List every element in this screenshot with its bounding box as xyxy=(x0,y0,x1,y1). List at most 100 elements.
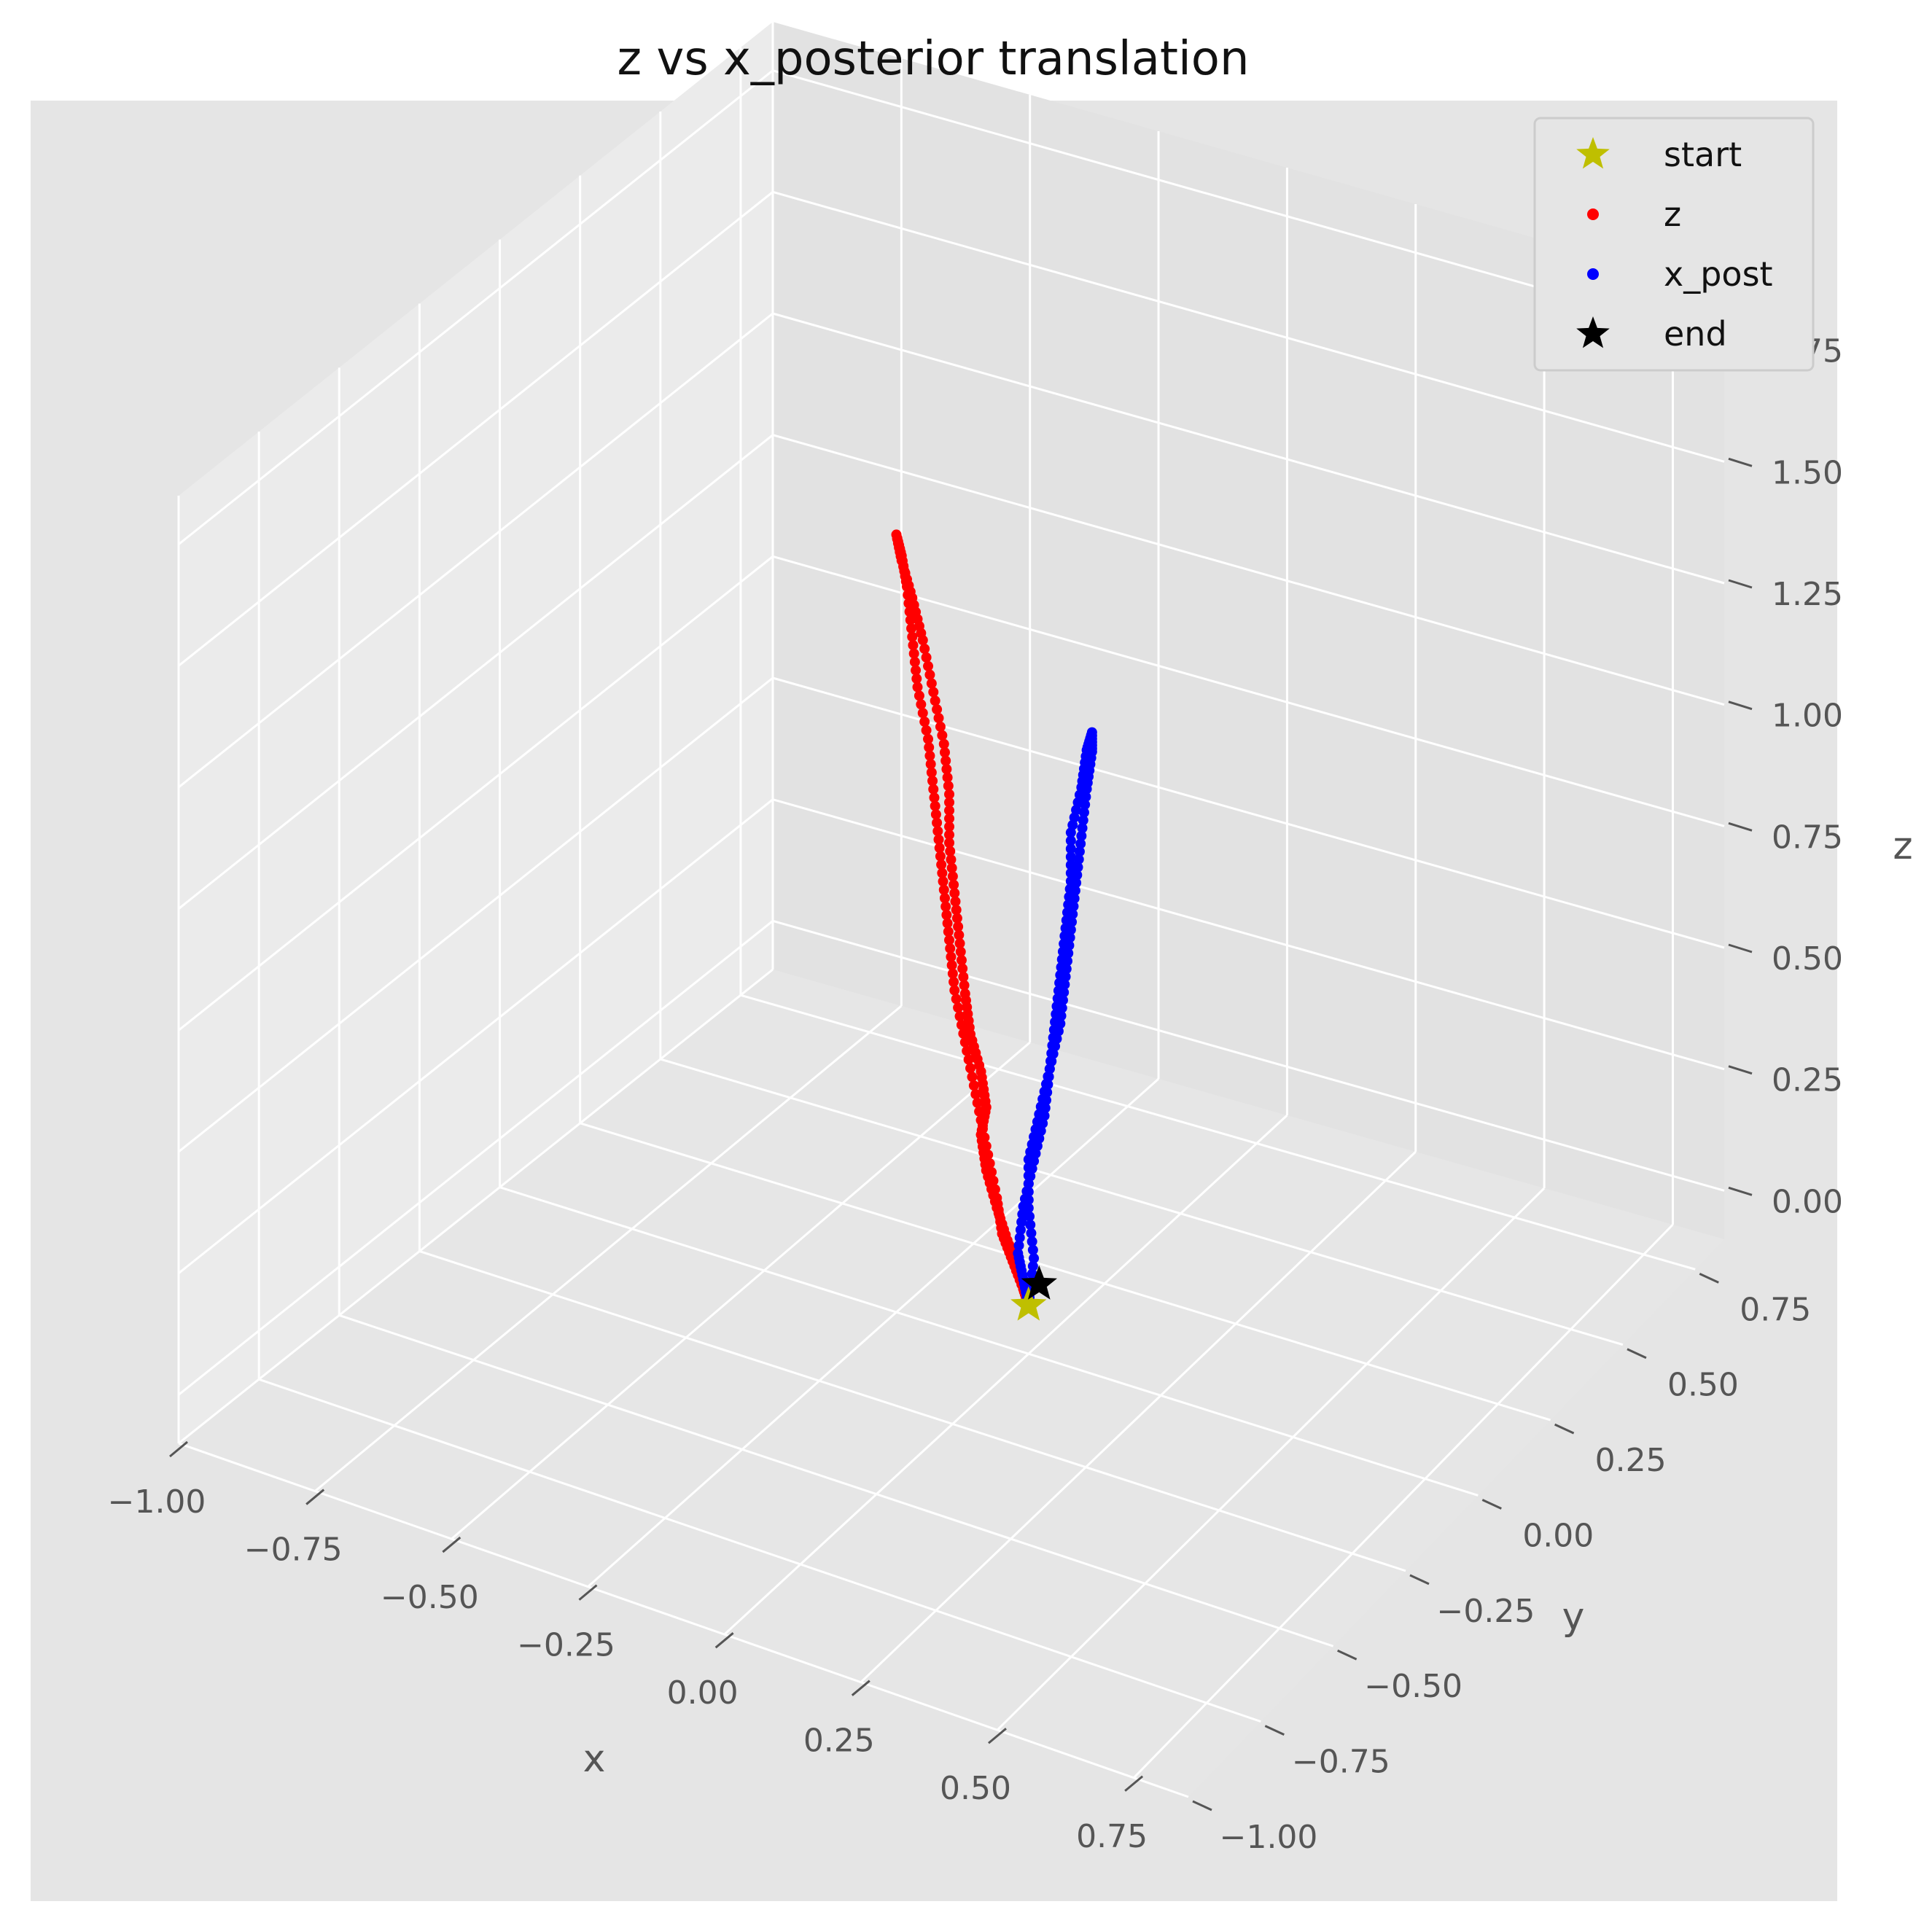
z-gridline-back xyxy=(772,190,1725,463)
y-gridline-floor xyxy=(740,994,1696,1271)
data-point xyxy=(937,730,948,741)
data-point xyxy=(904,606,915,617)
data-point xyxy=(959,980,970,991)
data-point xyxy=(916,699,927,710)
y-gridline-floor xyxy=(338,1314,1334,1647)
x-gridline-floor xyxy=(451,1041,1031,1540)
data-point xyxy=(902,581,913,592)
data-point xyxy=(979,1132,990,1143)
data-point xyxy=(1040,1095,1051,1106)
data-point xyxy=(928,784,939,795)
data-point xyxy=(1057,946,1068,957)
data-point xyxy=(1062,907,1073,918)
data-point xyxy=(1060,923,1071,934)
y-gridline-floor xyxy=(580,1122,1551,1421)
data-point xyxy=(1040,1103,1051,1114)
data-point xyxy=(1050,1016,1061,1027)
z-tick-label: 0.00 xyxy=(1772,1183,1843,1220)
data-point xyxy=(1048,1024,1059,1035)
data-point xyxy=(944,838,955,849)
data-point xyxy=(1052,993,1063,1004)
data-point xyxy=(957,963,968,974)
data-point xyxy=(944,805,955,816)
data-point xyxy=(1064,892,1075,902)
data-point xyxy=(1078,807,1089,818)
z-gridline-back xyxy=(772,798,1725,1071)
data-point xyxy=(943,781,954,792)
data-point xyxy=(977,1123,988,1134)
data-point xyxy=(988,1175,999,1186)
data-point xyxy=(941,910,952,921)
z-tick-label: 1.50 xyxy=(1772,454,1843,491)
data-point xyxy=(929,792,940,803)
y-gridline-floor xyxy=(418,1250,1406,1572)
data-point xyxy=(944,797,955,808)
data-point xyxy=(923,733,934,744)
x-tick-label: −0.50 xyxy=(381,1579,479,1616)
data-point xyxy=(951,994,962,1005)
data-point xyxy=(942,918,953,929)
data-point xyxy=(1044,1064,1055,1074)
y-gridline-floor xyxy=(499,1186,1479,1497)
data-point xyxy=(972,1097,983,1108)
data-point xyxy=(953,921,964,932)
data-point xyxy=(970,1089,981,1100)
data-point xyxy=(955,946,966,957)
data-point xyxy=(1065,851,1076,862)
y-tick-mark xyxy=(1554,1423,1575,1435)
x-tick-label: 0.25 xyxy=(803,1723,875,1760)
x-tick-mark xyxy=(988,1728,1007,1744)
data-point xyxy=(1065,827,1076,838)
z-gridline-back xyxy=(772,676,1725,949)
data-point xyxy=(1027,1244,1038,1255)
data-point xyxy=(986,1166,997,1177)
data-point xyxy=(945,943,956,954)
data-point xyxy=(1073,854,1084,865)
data-point xyxy=(1047,1040,1058,1051)
y-tick-mark xyxy=(1409,1574,1430,1585)
data-point xyxy=(903,590,914,601)
data-point xyxy=(1043,1072,1054,1083)
x-gridline-floor xyxy=(860,1150,1417,1683)
data-point xyxy=(950,896,961,907)
data-point xyxy=(942,772,953,783)
data-point xyxy=(967,1072,978,1083)
data-point xyxy=(926,767,937,778)
y-tick-mark xyxy=(1192,1800,1212,1811)
data-point xyxy=(1048,1032,1059,1043)
y-tick-label: 0.75 xyxy=(1740,1291,1811,1328)
data-point xyxy=(975,1115,986,1126)
data-point xyxy=(944,789,955,800)
data-point xyxy=(959,988,970,999)
data-series xyxy=(891,529,1097,1321)
data-point xyxy=(928,687,939,698)
x-tick-mark xyxy=(578,1584,598,1601)
data-point xyxy=(951,905,962,916)
data-point xyxy=(1065,859,1076,870)
series-start xyxy=(1010,1286,1047,1321)
legend-start-label: start xyxy=(1664,135,1742,174)
data-point xyxy=(1027,1268,1037,1279)
data-point xyxy=(1065,875,1076,886)
series-z xyxy=(891,529,1034,1311)
data-point xyxy=(944,935,955,945)
data-point xyxy=(933,713,944,724)
z-tick-mark xyxy=(1728,579,1753,589)
y-tick-label: −0.75 xyxy=(1292,1744,1390,1781)
data-point xyxy=(1046,1048,1057,1058)
z-tick-label: 0.25 xyxy=(1772,1062,1843,1099)
data-point xyxy=(959,1037,970,1048)
data-point xyxy=(949,888,960,899)
data-point xyxy=(906,623,917,634)
z-tick-label: 0.75 xyxy=(1772,819,1843,856)
data-point xyxy=(935,851,946,862)
z-gridline-back xyxy=(772,312,1725,585)
y-tick-label: −1.00 xyxy=(1220,1819,1318,1856)
data-point xyxy=(905,615,916,625)
data-point xyxy=(939,747,950,758)
z-gridline-left xyxy=(178,555,774,1031)
legend-x-post-marker xyxy=(1587,268,1599,280)
data-point xyxy=(911,665,922,676)
